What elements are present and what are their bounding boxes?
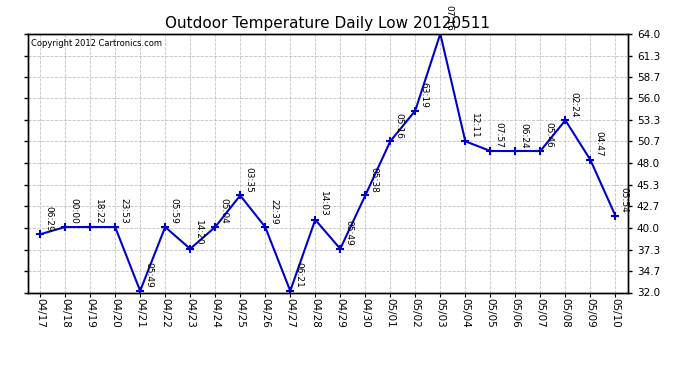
Text: 07:16: 07:16 [444, 5, 453, 31]
Text: 14:20: 14:20 [195, 220, 204, 246]
Text: 05:38: 05:38 [369, 167, 378, 193]
Title: Outdoor Temperature Daily Low 20120511: Outdoor Temperature Daily Low 20120511 [165, 16, 491, 31]
Text: 63:19: 63:19 [420, 82, 428, 108]
Text: 05:49: 05:49 [344, 220, 353, 246]
Text: 00:00: 00:00 [69, 198, 78, 224]
Text: 06:29: 06:29 [44, 206, 53, 231]
Text: 05:16: 05:16 [395, 112, 404, 138]
Text: 18:22: 18:22 [95, 199, 103, 224]
Text: 06:24: 06:24 [520, 123, 529, 148]
Text: Copyright 2012 Cartronics.com: Copyright 2012 Cartronics.com [30, 39, 161, 48]
Text: 05:04: 05:04 [219, 198, 228, 224]
Text: 04:47: 04:47 [595, 132, 604, 157]
Text: 05:59: 05:59 [169, 198, 178, 224]
Text: 05:49: 05:49 [144, 262, 153, 288]
Text: 05:46: 05:46 [544, 123, 553, 148]
Text: 23:53: 23:53 [119, 198, 128, 224]
Text: 02:24: 02:24 [569, 92, 578, 117]
Text: 12:11: 12:11 [469, 113, 478, 138]
Text: 07:57: 07:57 [495, 122, 504, 148]
Text: 22:39: 22:39 [269, 199, 278, 224]
Text: 14:03: 14:03 [319, 191, 328, 217]
Text: 05:54: 05:54 [620, 187, 629, 213]
Text: 03:35: 03:35 [244, 167, 253, 193]
Text: 06:21: 06:21 [295, 262, 304, 288]
